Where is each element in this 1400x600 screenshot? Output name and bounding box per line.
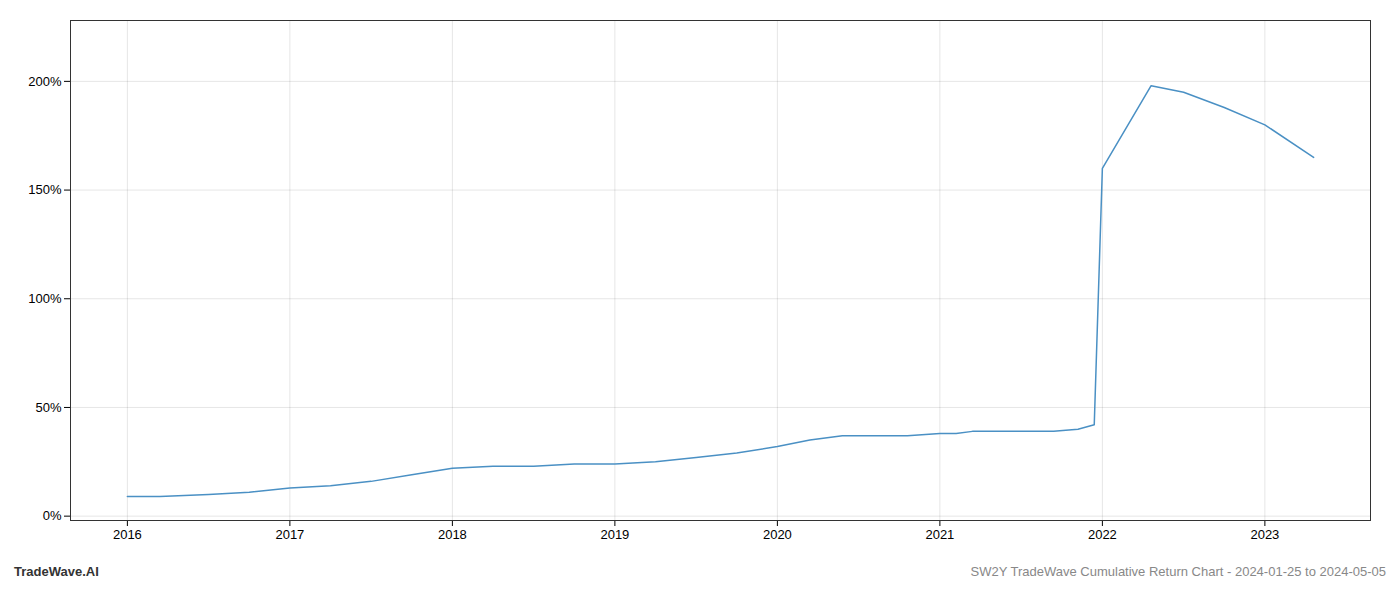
svg-text:2020: 2020	[763, 527, 792, 542]
svg-text:2019: 2019	[600, 527, 629, 542]
svg-text:150%: 150%	[28, 182, 62, 197]
svg-text:2017: 2017	[275, 527, 304, 542]
svg-text:2023: 2023	[1250, 527, 1279, 542]
svg-text:2018: 2018	[438, 527, 467, 542]
svg-text:50%: 50%	[35, 400, 61, 415]
svg-text:2022: 2022	[1088, 527, 1117, 542]
svg-text:200%: 200%	[28, 74, 62, 89]
html-text:SW2Y TradeWave Cumulative Retu: SW2Y TradeWave Cumulative Return Chart -…	[970, 564, 1386, 579]
svg-text:2021: 2021	[925, 527, 954, 542]
svg-text:0%: 0%	[43, 508, 62, 523]
html-text:TradeWave.AI: TradeWave.AI	[14, 564, 99, 579]
svg-text:2016: 2016	[113, 527, 142, 542]
svg-text:100%: 100%	[28, 291, 62, 306]
